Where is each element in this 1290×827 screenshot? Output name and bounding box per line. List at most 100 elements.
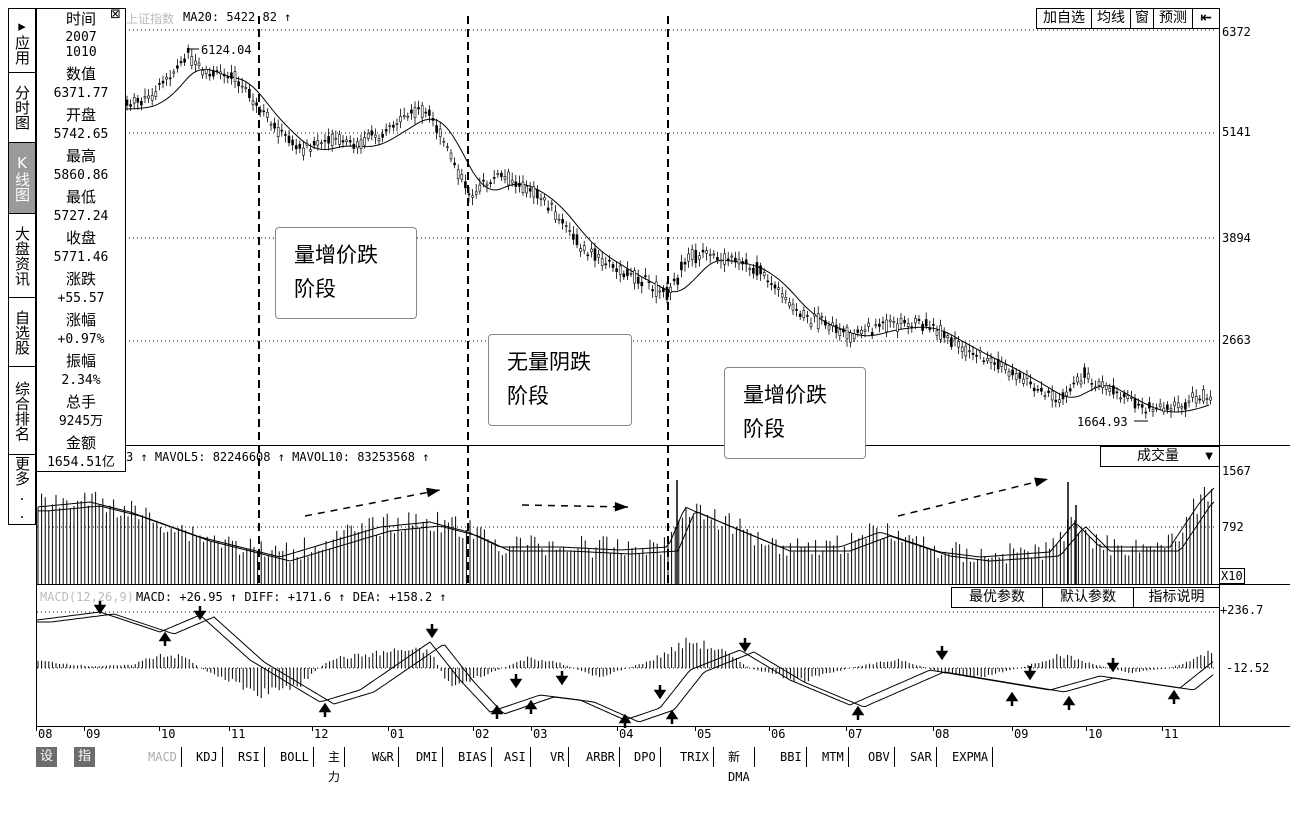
close-icon[interactable]: ⊠ bbox=[110, 7, 121, 22]
candle-body bbox=[1115, 391, 1119, 394]
tab-dpo[interactable]: DPO bbox=[630, 747, 661, 767]
candle-body bbox=[1169, 407, 1173, 411]
tab-obv[interactable]: OBV bbox=[864, 747, 895, 767]
tab-设置[interactable]: 设置 bbox=[36, 747, 58, 784]
candle-body bbox=[914, 317, 917, 324]
tab-mtm[interactable]: MTM bbox=[818, 747, 849, 767]
tab-macd[interactable]: MACD bbox=[144, 747, 182, 767]
sidebar-item-market-news[interactable]: 大盘资讯 bbox=[9, 214, 35, 298]
candle-body bbox=[363, 137, 366, 146]
candle-body bbox=[1000, 361, 1004, 368]
annotation-line: 量增价跌 bbox=[743, 383, 827, 407]
candle-body bbox=[420, 105, 424, 118]
tab-asi[interactable]: ASI bbox=[500, 747, 531, 767]
optimal-params-button[interactable]: 最优参数 bbox=[951, 587, 1043, 608]
tab-bias[interactable]: BIAS bbox=[454, 747, 492, 767]
candle-body bbox=[298, 144, 302, 149]
kline-chart[interactable] bbox=[0, 0, 1290, 783]
annotation-line: 量增价跌 bbox=[294, 243, 378, 267]
tab-w&r[interactable]: W&R bbox=[368, 747, 399, 767]
candle-body bbox=[431, 118, 435, 121]
candle-body bbox=[921, 323, 924, 331]
candle-body bbox=[1112, 385, 1115, 395]
candle-body bbox=[125, 99, 129, 106]
price-axis-label: 3894 bbox=[1222, 231, 1251, 245]
candle-body bbox=[143, 96, 147, 99]
candle-body bbox=[1137, 403, 1140, 406]
candle-body bbox=[212, 70, 215, 77]
candle-body bbox=[1007, 371, 1011, 377]
sidebar-item-ranking[interactable]: 综合排名 bbox=[9, 367, 35, 455]
tab-trix[interactable]: TRIX bbox=[676, 747, 714, 767]
annotation-box-stage-2: 无量阴跌 阶段 bbox=[488, 334, 632, 426]
sidebar-item-watchlist[interactable]: 自选股 bbox=[9, 298, 35, 367]
tab-主力[interactable]: 主力 bbox=[324, 747, 346, 784]
candle-body bbox=[424, 111, 428, 114]
candle-body bbox=[417, 107, 420, 110]
volume-macd-divider bbox=[36, 584, 1290, 585]
info-value-amount: 1654.51亿 bbox=[47, 455, 115, 470]
candle-body bbox=[190, 56, 194, 66]
default-params-button[interactable]: 默认参数 bbox=[1042, 587, 1134, 608]
candle-body bbox=[1173, 401, 1176, 407]
tab-boll[interactable]: BOLL bbox=[276, 747, 314, 767]
tab-sar[interactable]: SAR bbox=[906, 747, 937, 767]
high-price-annotation: 6124.04 bbox=[201, 43, 252, 57]
candle-body bbox=[165, 76, 168, 80]
indicator-help-button[interactable]: 指标说明 bbox=[1133, 587, 1220, 608]
collapse-icon[interactable]: ⇤ bbox=[1192, 8, 1220, 29]
candle-body bbox=[240, 85, 244, 88]
candle-body bbox=[885, 319, 888, 333]
tab-bbi[interactable]: BBI bbox=[776, 747, 807, 767]
candle-body bbox=[204, 68, 208, 74]
window-button[interactable]: 窗 bbox=[1130, 8, 1154, 29]
candle-body bbox=[215, 70, 219, 72]
tab-新dma[interactable]: 新DMA bbox=[724, 747, 755, 784]
tab-指标平台[interactable]: 指标平台 bbox=[74, 747, 96, 824]
sell-signal-arrow bbox=[93, 600, 107, 615]
moving-average-button[interactable]: 均线 bbox=[1091, 8, 1131, 29]
sidebar-item-label: 分时图 bbox=[13, 85, 31, 130]
volume-axis-label: 1567 bbox=[1222, 464, 1251, 478]
candle-body bbox=[248, 88, 251, 98]
sidebar-item-label: 综合排名 bbox=[13, 380, 31, 441]
sidebar-item-more[interactable]: 更多.. bbox=[9, 455, 35, 523]
candle-body bbox=[550, 202, 554, 205]
candle-body bbox=[500, 172, 503, 177]
tab-expma[interactable]: EXPMA bbox=[948, 747, 994, 767]
candle-body bbox=[845, 326, 849, 340]
candle-body bbox=[827, 325, 831, 331]
tab-arbr[interactable]: ARBR bbox=[582, 747, 620, 767]
volume-indicator-select[interactable]: 成交量 ▼ bbox=[1100, 446, 1220, 467]
tab-kdj[interactable]: KDJ bbox=[192, 747, 223, 767]
trend-arrow-line bbox=[521, 504, 629, 508]
candle-body bbox=[946, 335, 950, 339]
sidebar-item-kline[interactable]: K线图 bbox=[9, 143, 35, 214]
price-volume-divider bbox=[36, 445, 1290, 446]
info-value-time: 2007 1010 bbox=[65, 29, 97, 60]
candle-body bbox=[892, 321, 896, 323]
add-watchlist-button[interactable]: 加自选 bbox=[1036, 8, 1092, 29]
tab-dmi[interactable]: DMI bbox=[412, 747, 443, 767]
candle-body bbox=[201, 70, 204, 76]
macd-title: MACD(12,26,9) bbox=[40, 590, 134, 604]
sidebar-item-intraday[interactable]: 分时图 bbox=[9, 73, 35, 143]
candle-body bbox=[496, 173, 500, 175]
candle-body bbox=[600, 258, 604, 266]
candle-body bbox=[644, 275, 647, 277]
tab-vr[interactable]: VR bbox=[546, 747, 570, 767]
candle-body bbox=[662, 287, 665, 293]
annotation-line: 阶段 bbox=[743, 417, 785, 441]
info-label-time: 时间 bbox=[65, 10, 96, 28]
month-tick-label: 09 bbox=[86, 727, 101, 741]
candle-body bbox=[932, 324, 935, 326]
sidebar-item-apps[interactable]: ▸应用 bbox=[9, 9, 35, 73]
candle-body bbox=[446, 146, 449, 148]
info-label-amount: 金额 bbox=[65, 433, 96, 452]
tab-rsi[interactable]: RSI bbox=[234, 747, 265, 767]
month-tick-label: 10 bbox=[1088, 727, 1103, 741]
forecast-button[interactable]: 预测 bbox=[1153, 8, 1193, 29]
candle-body bbox=[705, 250, 708, 254]
candle-body bbox=[334, 137, 338, 140]
candle-body bbox=[618, 265, 622, 275]
